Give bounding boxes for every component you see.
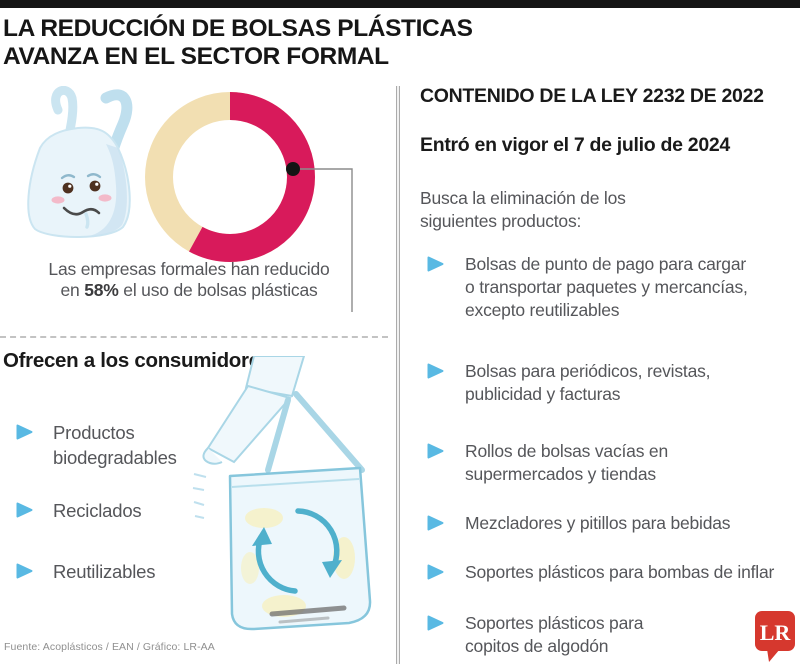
lr-logo: LR — [755, 611, 795, 662]
top-rule-bar — [0, 0, 800, 8]
triangle-right-icon — [427, 363, 444, 379]
page-title: LA REDUCCIÓN DE BOLSAS PLÁSTICAS AVANZA … — [3, 15, 473, 70]
law-item-label: Bolsas para periódicos, revistas, public… — [465, 361, 711, 404]
list-item: Bolsas de punto de pago para cargar o tr… — [427, 253, 793, 322]
list-item: Reutilizables — [16, 559, 226, 584]
offer-label: Productos biodegradables — [53, 422, 177, 468]
source-credit: Fuente: Acoplásticos / EAN / Gráfico: LR… — [4, 641, 215, 653]
offer-label: Reciclados — [53, 500, 142, 521]
dashed-divider — [0, 336, 388, 338]
reusable-tote-bag-recycle-icon — [192, 356, 372, 631]
list-item: Rollos de bolsas vacías en supermercados… — [427, 440, 793, 486]
offer-label: Reutilizables — [53, 561, 156, 582]
column-divider — [396, 86, 400, 664]
lr-logo-text: LR — [760, 620, 792, 645]
sad-plastic-bag-icon — [27, 86, 133, 238]
donut-chart — [145, 92, 353, 312]
triangle-right-icon — [427, 615, 444, 631]
list-item: Productos biodegradables — [16, 420, 226, 470]
list-item: Mezcladores y pitillos para bebidas — [427, 512, 793, 535]
donut-caption-line1: Las empresas formales han reducido — [48, 259, 330, 279]
law-heading: CONTENIDO DE LA LEY 2232 DE 2022 — [420, 85, 764, 107]
triangle-right-icon — [16, 424, 33, 440]
list-item: Soportes plásticos para copitos de algod… — [427, 612, 793, 658]
triangle-right-icon — [427, 564, 444, 580]
law-intro: Busca la eliminación de los siguientes p… — [420, 188, 626, 231]
law-subheading: Entró en vigor el 7 de julio de 2024 — [420, 134, 730, 156]
list-item: Bolsas para periódicos, revistas, public… — [427, 360, 793, 406]
offers-heading: Ofrecen a los consumidores: — [3, 349, 278, 372]
list-item: Soportes plásticos para bombas de inflar — [427, 561, 793, 584]
donut-caption-line2: en 58% el uso de bolsas plásticas — [60, 279, 318, 300]
triangle-right-icon — [427, 256, 444, 272]
law-item-label: Soportes plásticos para copitos de algod… — [465, 613, 644, 656]
offers-list: Productos biodegradables Reciclados Reut… — [16, 420, 226, 584]
callout-dot — [286, 162, 300, 176]
donut-caption: Las empresas formales han reducido en 58… — [22, 259, 356, 300]
law-item-label: Mezcladores y pitillos para bebidas — [465, 513, 731, 533]
callout-line — [293, 168, 353, 312]
donut-caption-value: 58% — [84, 279, 119, 300]
triangle-right-icon — [427, 515, 444, 531]
law-list: Bolsas de punto de pago para cargar o tr… — [427, 253, 793, 658]
triangle-right-icon — [16, 563, 33, 579]
law-item-label: Soportes plásticos para bombas de inflar — [465, 562, 775, 582]
triangle-right-icon — [427, 443, 444, 459]
donut-value-arc — [145, 92, 315, 262]
law-item-label: Rollos de bolsas vacías en supermercados… — [465, 441, 668, 484]
law-item-label: Bolsas de punto de pago para cargar o tr… — [465, 254, 748, 320]
triangle-right-icon — [16, 502, 33, 518]
list-item: Reciclados — [16, 498, 226, 523]
